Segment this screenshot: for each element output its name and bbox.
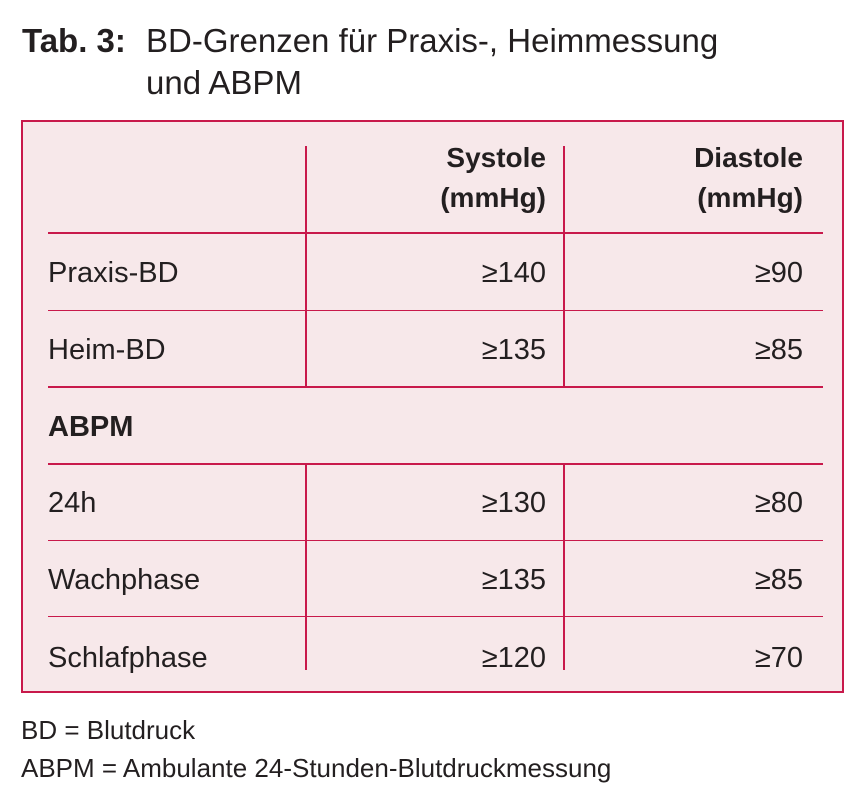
row-label-wachphase: Wachphase xyxy=(48,564,201,596)
footnotes: BD = Blutdruck ABPM = Ambulante 24-Stund… xyxy=(21,711,611,787)
column-divider-2-top xyxy=(563,146,565,386)
table-title-line-2: und ABPM xyxy=(146,64,302,101)
header-diastole: Diastole (mmHg) xyxy=(694,138,803,218)
row-label-schlafphase: Schlafphase xyxy=(48,642,208,674)
column-divider-1-top xyxy=(305,146,307,386)
cell-schlafphase-systole: ≥120 xyxy=(481,642,546,674)
blood-pressure-table: Systole (mmHg) Diastole (mmHg) Praxis-BD… xyxy=(21,120,844,693)
row-label-praxis-bd: Praxis-BD xyxy=(48,257,179,289)
row-divider xyxy=(48,540,823,541)
section-divider xyxy=(48,386,823,388)
column-divider-1-bottom xyxy=(305,464,307,670)
footnote-abpm: ABPM = Ambulante 24-Stunden-Blutdruckmes… xyxy=(21,753,612,783)
cell-heim-systole: ≥135 xyxy=(481,334,546,366)
row-label-24h: 24h xyxy=(48,487,97,519)
cell-24h-diastole: ≥80 xyxy=(754,487,803,519)
cell-wachphase-systole: ≥135 xyxy=(481,564,546,596)
header-divider xyxy=(48,232,823,234)
table-title-line-1: BD-Grenzen für Praxis-, Heimmessung xyxy=(146,22,719,59)
abpm-divider xyxy=(48,463,823,465)
row-label-heim-bd: Heim-BD xyxy=(48,334,166,366)
column-divider-2-bottom xyxy=(563,464,565,670)
header-diastole-line-1: Diastole xyxy=(694,142,803,173)
header-diastole-line-2: (mmHg) xyxy=(697,182,803,213)
cell-praxis-diastole: ≥90 xyxy=(754,257,803,289)
group-label-abpm: ABPM xyxy=(48,411,134,443)
cell-heim-diastole: ≥85 xyxy=(754,334,803,366)
cell-24h-systole: ≥130 xyxy=(481,487,546,519)
header-systole: Systole (mmHg) xyxy=(440,138,546,218)
table-title: BD-Grenzen für Praxis-, Heimmessung und … xyxy=(146,20,826,104)
cell-praxis-systole: ≥140 xyxy=(481,257,546,289)
footnote-bd: BD = Blutdruck xyxy=(21,715,196,745)
row-divider xyxy=(48,616,823,617)
header-systole-line-2: (mmHg) xyxy=(440,182,546,213)
header-systole-line-1: Systole xyxy=(446,142,546,173)
cell-schlafphase-diastole: ≥70 xyxy=(754,642,803,674)
row-divider xyxy=(48,310,823,311)
cell-wachphase-diastole: ≥85 xyxy=(754,564,803,596)
table-number: Tab. 3: xyxy=(22,22,126,59)
